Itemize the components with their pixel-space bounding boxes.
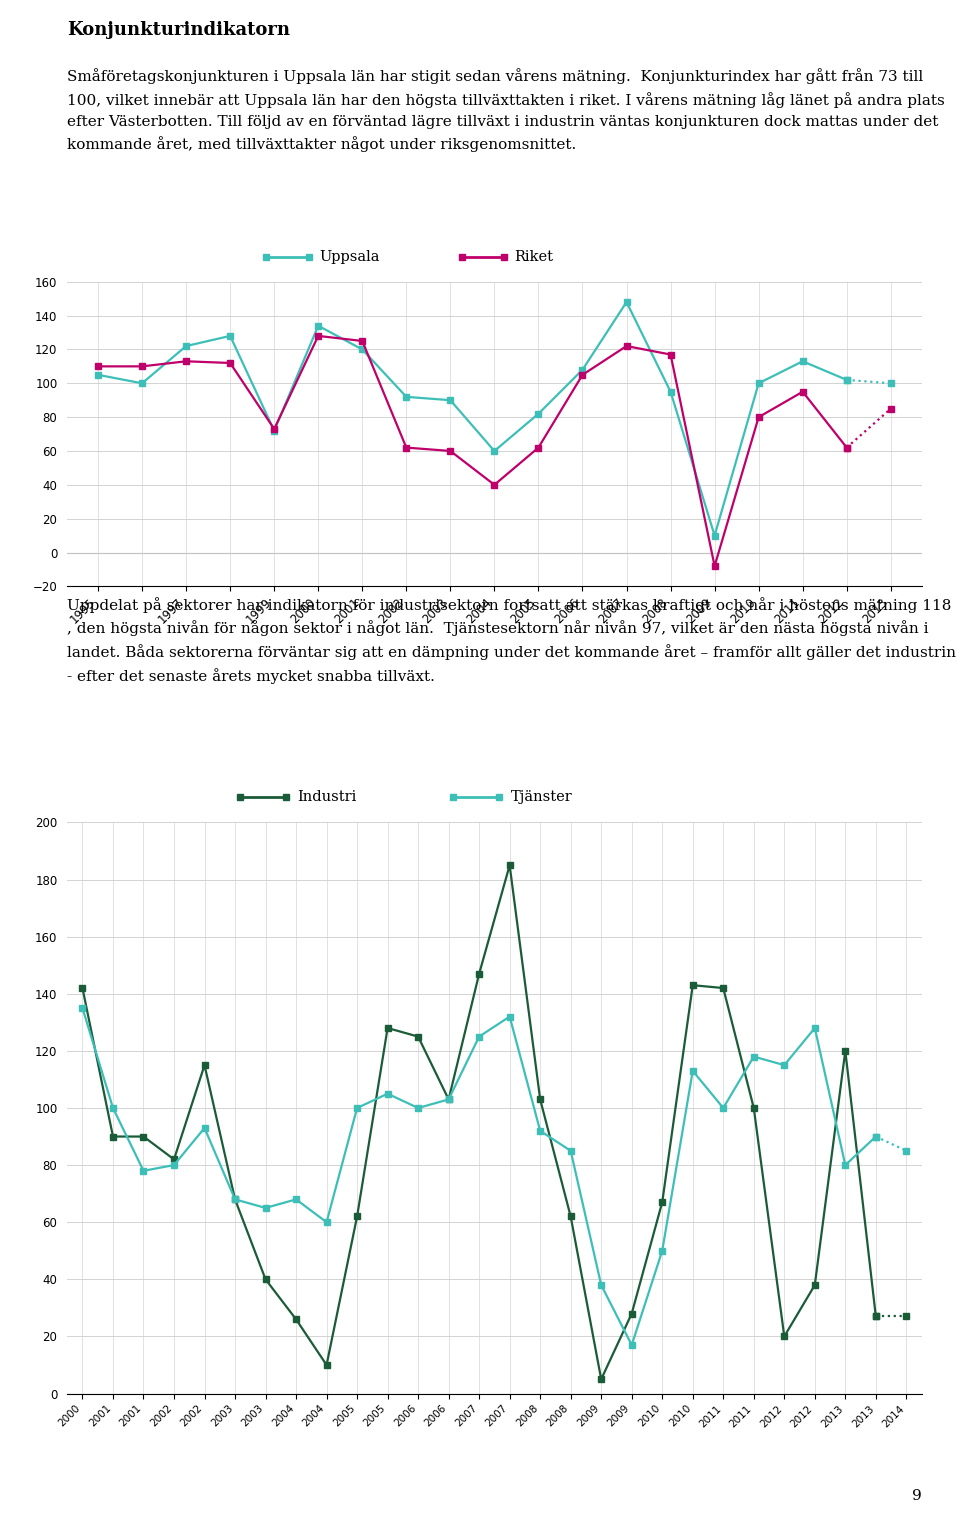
Text: Tjänster: Tjänster — [511, 789, 572, 804]
Text: Industri: Industri — [298, 789, 357, 804]
Text: Konjunkturindikatorn: Konjunkturindikatorn — [67, 21, 290, 40]
Text: Uppdelat på sektorer har indikatorn för industrisektorn fortsatt att stärkas kra: Uppdelat på sektorer har indikatorn för … — [67, 597, 956, 684]
Text: Småföretagskonjunkturen i Uppsala län har stigit sedan vårens mätning.  Konjunkt: Småföretagskonjunkturen i Uppsala län ha… — [67, 69, 945, 152]
Text: Riket: Riket — [515, 250, 554, 265]
Text: Uppsala: Uppsala — [319, 250, 380, 265]
Text: 9: 9 — [912, 1489, 922, 1503]
